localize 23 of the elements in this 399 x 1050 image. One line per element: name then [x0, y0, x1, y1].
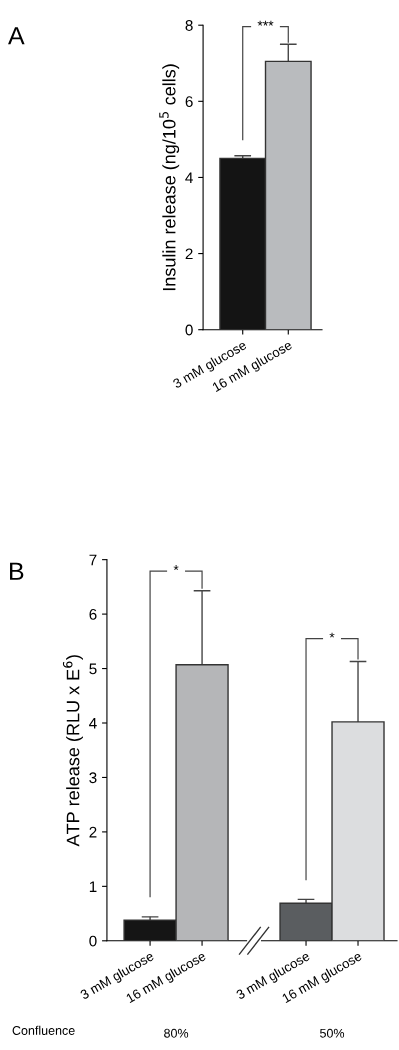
annotation: * — [173, 565, 179, 570]
y-tick-label: 3 — [89, 772, 97, 784]
y-axis-title: ATP release (RLU x E$^{6}$) — [62, 655, 83, 847]
y-tick-label: 2 — [89, 826, 97, 838]
y-tick-label: 4 — [185, 172, 193, 183]
text: Confluence — [12, 1025, 75, 1035]
y-tick-label: 0 — [89, 935, 97, 947]
y-tick-label: 7 — [89, 554, 97, 566]
y-tick-label: 2 — [185, 248, 193, 260]
y-tick-label: 4 — [89, 718, 97, 729]
annotation: *** — [257, 20, 274, 26]
y-tick-label: 1 — [89, 881, 97, 892]
text: 50% — [320, 1028, 345, 1038]
chart-title: B — [10, 562, 24, 580]
y-tick-label: 8 — [185, 20, 193, 31]
y-tick-label: 5 — [89, 663, 97, 675]
annotation: * — [329, 632, 335, 638]
y-tick-label: 6 — [89, 608, 97, 620]
text: 80% — [164, 1028, 189, 1038]
chart-title: A — [8, 27, 25, 45]
y-tick-label: 0 — [185, 324, 193, 336]
y-tick-label: 6 — [185, 96, 193, 108]
y-axis-title: Insulin release (ng/10$^{5}$ cells) — [159, 64, 180, 291]
